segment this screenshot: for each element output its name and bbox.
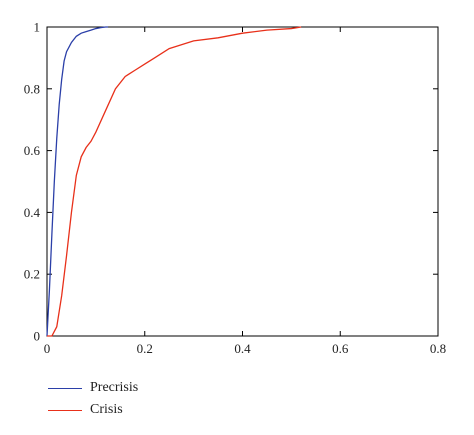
x-tick-label: 0.8 [430, 341, 446, 356]
legend-item-precrisis: Precrisis [48, 377, 138, 399]
y-tick-label: 0.8 [24, 81, 40, 96]
x-tick-label: 0.4 [234, 341, 251, 356]
legend-item-crisis: Crisis [48, 399, 138, 421]
plot-frame [46, 26, 439, 337]
x-tick-label: 0 [44, 341, 51, 356]
axis-ticks: 0 0.2 0.4 0.6 0.8 0 0.2 0.4 0.6 0.8 1 [24, 20, 446, 357]
y-tick-label: 0.2 [24, 267, 40, 282]
y-tick-label: 1 [34, 20, 41, 35]
y-tick-label: 0 [34, 329, 41, 344]
legend-swatch-crisis [48, 409, 82, 411]
x-tick-label: 0.2 [137, 341, 153, 356]
y-tick-label: 0.4 [24, 205, 41, 220]
legend-label-precrisis: Precrisis [90, 380, 139, 395]
series-line-precrisis [46, 26, 109, 337]
legend: Precrisis Crisis [48, 377, 138, 421]
series-group [46, 26, 302, 337]
x-tick-label: 0.6 [332, 341, 349, 356]
y-tick-label: 0.6 [24, 143, 41, 158]
legend-swatch-precrisis [48, 387, 82, 389]
legend-label-crisis: Crisis [90, 402, 123, 417]
series-line-crisis [47, 26, 302, 337]
